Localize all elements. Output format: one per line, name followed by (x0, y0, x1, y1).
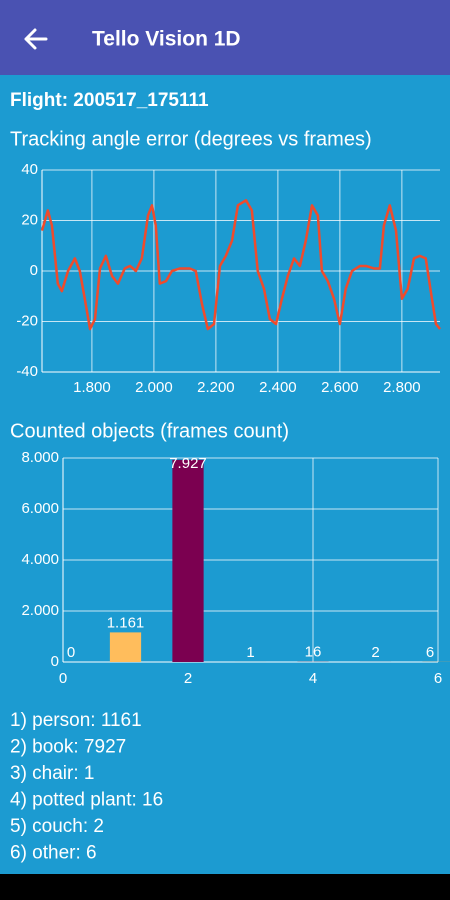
x-tick-label: 2 (184, 670, 192, 687)
x-tick-label: 4 (309, 670, 317, 687)
y-tick-label: 8.000 (21, 449, 59, 466)
x-tick-label: 2.200 (197, 379, 235, 396)
summary-list: 1) person: 1161 2) book: 7927 3) chair: 1 4… (10, 710, 163, 864)
value-label: 1 (246, 644, 254, 661)
data-line (40, 199, 441, 331)
y-tick-label: 0 (51, 653, 59, 670)
bar (109, 632, 142, 662)
app-title: Tello Vision 1D (92, 28, 241, 51)
x-tick-label: 1.800 (73, 379, 111, 396)
x-tick-label: 2.800 (383, 379, 421, 396)
x-tick-label: 0 (59, 670, 67, 687)
x-tick-label: 2.600 (321, 379, 359, 396)
chart-title: Tracking angle error (degrees vs frames) (10, 128, 372, 150)
chart-title: Counted objects (frames count) (10, 420, 289, 442)
y-tick-label: 2.000 (21, 602, 59, 619)
x-tick-label: 2.000 (135, 379, 173, 396)
value-label: 6 (426, 644, 434, 661)
app-bar (0, 0, 450, 75)
y-tick-label: 6.000 (21, 500, 59, 517)
nav-bar (0, 874, 450, 900)
summary-line: 2) book: 7927 (10, 737, 126, 758)
summary-line: 5) couch: 2 (10, 816, 104, 837)
value-label: 0 (67, 644, 75, 661)
flight-label: Flight: 200517_175111 (10, 90, 209, 111)
value-label: 2 (371, 644, 379, 661)
y-tick-label: 4.000 (21, 551, 59, 568)
value-label: 1.161 (107, 614, 145, 631)
summary-line: 4) potted plant: 16 (10, 790, 163, 811)
x-tick-label: 2.400 (259, 379, 297, 396)
y-tick-label: 0 (30, 262, 38, 279)
x-tick-label: 6 (434, 670, 442, 687)
summary-line: 1) person: 1161 (10, 710, 142, 731)
y-tick-label: -20 (16, 312, 38, 329)
back-button[interactable] (24, 28, 48, 50)
y-tick-label: 20 (21, 211, 38, 228)
summary-line: 3) chair: 1 (10, 763, 94, 784)
y-tick-label: -40 (16, 363, 38, 380)
summary-line: 6) other: 6 (10, 843, 97, 864)
value-label: 16 (305, 644, 322, 661)
value-label: 7.927 (169, 455, 207, 472)
bar (172, 459, 204, 662)
y-tick-label: 40 (21, 161, 38, 178)
